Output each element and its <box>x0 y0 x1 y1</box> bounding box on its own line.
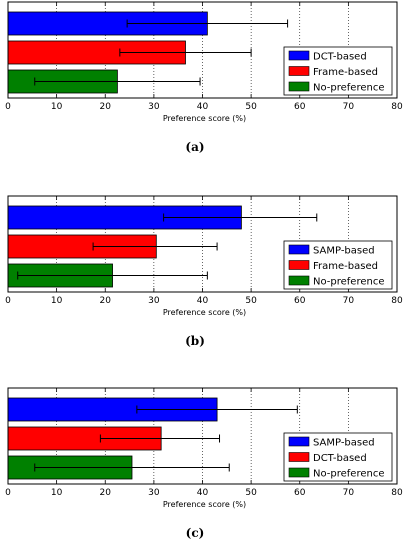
x-tick-label: 30 <box>148 488 160 498</box>
x-axis-label: Preference score (%) <box>163 114 246 123</box>
x-tick-label: 50 <box>245 296 257 306</box>
legend: SAMP-based DCT-based No-preference <box>283 432 393 482</box>
legend-label: Frame-based <box>313 67 378 78</box>
x-tick-label: 10 <box>51 296 63 306</box>
x-tick-label: 0 <box>5 296 11 306</box>
legend: SAMP-based Frame-based No-preference <box>283 240 393 290</box>
x-axis-label: Preference score (%) <box>163 500 246 509</box>
legend-label: SAMP-based <box>313 246 375 257</box>
x-tick-label: 10 <box>51 102 63 112</box>
legend-swatch <box>288 260 310 270</box>
legend-swatch <box>288 66 310 76</box>
legend-label: SAMP-based <box>313 438 375 449</box>
x-tick-label: 50 <box>245 102 257 112</box>
x-tick-label: 10 <box>51 488 63 498</box>
x-tick-label: 70 <box>343 296 355 306</box>
x-tick-label: 20 <box>100 488 112 498</box>
legend-swatch <box>288 452 310 462</box>
x-tick-label: 40 <box>197 102 209 112</box>
x-tick-label: 20 <box>100 102 112 112</box>
x-tick-label: 50 <box>245 488 257 498</box>
legend-swatch <box>288 436 310 447</box>
chart-panel-3: 0 10 20 30 40 50 60 70 80 Preference score (%) SAM… <box>5 387 403 540</box>
x-tick-label: 40 <box>197 296 209 306</box>
legend-label: No-preference <box>313 83 385 94</box>
legend-swatch <box>288 467 310 478</box>
x-tick-label: 70 <box>343 102 355 112</box>
chart-panel-1: 0 10 20 30 40 50 60 70 80 Preference score (%) DCT… <box>5 1 403 154</box>
legend-swatch <box>288 275 310 286</box>
legend-label: DCT-based <box>313 52 367 63</box>
legend-swatch <box>288 81 310 92</box>
x-tick-label: 60 <box>294 102 306 112</box>
chart-panel-2: 0 10 20 30 40 50 60 70 80 Preference score (%) SAM… <box>5 195 403 348</box>
x-axis-label: Preference score (%) <box>163 308 246 317</box>
x-tick-label: 70 <box>343 488 355 498</box>
x-tick-label: 20 <box>100 296 112 306</box>
x-tick-label: 80 <box>391 102 403 112</box>
x-tick-label: 30 <box>148 102 160 112</box>
panel-caption: (b) <box>185 334 205 348</box>
legend-label: No-preference <box>313 277 385 288</box>
x-tick-label: 80 <box>391 488 403 498</box>
panel-caption: (c) <box>186 526 205 540</box>
legend: DCT-based Frame-based No-preference <box>283 46 393 96</box>
legend-swatch <box>288 50 310 61</box>
panel-caption: (a) <box>185 140 204 154</box>
x-tick-label: 0 <box>5 102 11 112</box>
legend-label: DCT-based <box>313 453 367 464</box>
legend-label: No-preference <box>313 469 385 480</box>
x-tick-label: 30 <box>148 296 160 306</box>
x-tick-label: 60 <box>294 296 306 306</box>
x-tick-label: 0 <box>5 488 11 498</box>
x-tick-label: 60 <box>294 488 306 498</box>
legend-label: Frame-based <box>313 261 378 272</box>
x-tick-label: 40 <box>197 488 209 498</box>
x-tick-label: 80 <box>391 296 403 306</box>
legend-swatch <box>288 244 310 255</box>
